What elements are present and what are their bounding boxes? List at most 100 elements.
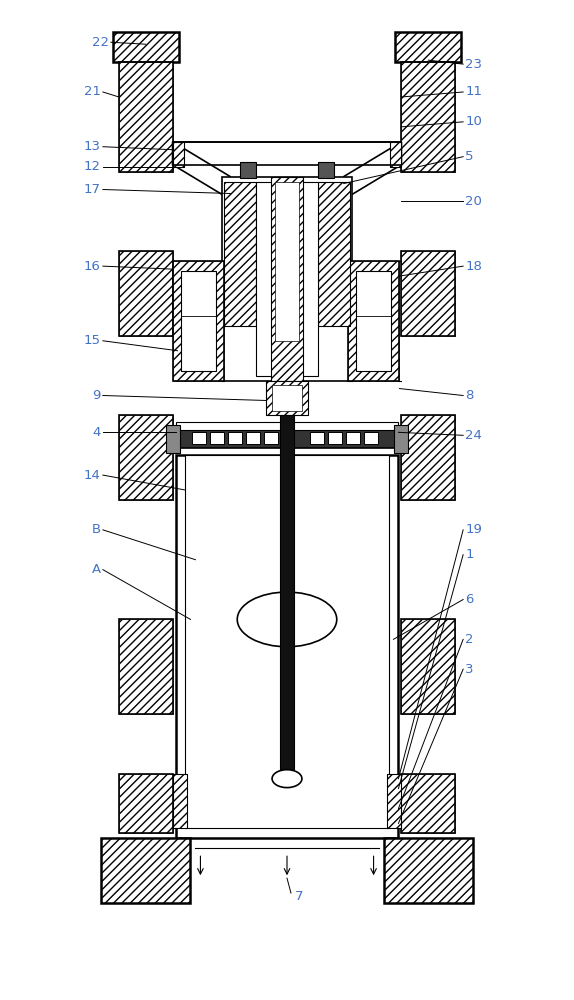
- Bar: [119, 619, 173, 714]
- Bar: [173, 774, 188, 828]
- Bar: [246, 432, 260, 444]
- Bar: [401, 774, 455, 833]
- Text: 18: 18: [465, 260, 482, 273]
- Bar: [310, 432, 324, 444]
- Bar: [101, 838, 191, 903]
- Bar: [390, 142, 401, 167]
- Text: 21: 21: [84, 85, 101, 98]
- Text: B: B: [92, 523, 101, 536]
- Text: 12: 12: [84, 160, 101, 173]
- Bar: [228, 432, 242, 444]
- Bar: [113, 32, 179, 62]
- Text: 2: 2: [465, 633, 474, 646]
- Ellipse shape: [237, 592, 337, 647]
- Bar: [176, 422, 398, 430]
- Text: 9: 9: [92, 389, 101, 402]
- Bar: [401, 251, 455, 336]
- Bar: [241, 162, 256, 178]
- Text: A: A: [92, 563, 101, 576]
- Text: 11: 11: [465, 85, 482, 98]
- Text: 23: 23: [465, 58, 482, 71]
- Bar: [401, 251, 455, 336]
- Bar: [271, 177, 303, 381]
- Bar: [176, 430, 398, 448]
- Text: 4: 4: [92, 426, 101, 439]
- Text: 7: 7: [295, 890, 304, 903]
- Bar: [266, 381, 308, 415]
- Bar: [401, 62, 455, 172]
- Polygon shape: [344, 142, 401, 199]
- Text: 3: 3: [465, 663, 474, 676]
- Bar: [386, 774, 401, 828]
- Bar: [401, 415, 455, 500]
- Bar: [173, 774, 188, 828]
- Bar: [348, 261, 400, 381]
- Bar: [383, 838, 473, 903]
- Text: 10: 10: [465, 115, 482, 128]
- Bar: [173, 142, 184, 167]
- Bar: [256, 182, 318, 376]
- Bar: [401, 619, 455, 714]
- Bar: [119, 415, 173, 500]
- Bar: [264, 432, 278, 444]
- Bar: [185, 455, 389, 828]
- Polygon shape: [173, 142, 230, 199]
- Text: 19: 19: [465, 523, 482, 536]
- Text: 8: 8: [465, 389, 474, 402]
- Bar: [173, 142, 184, 167]
- Bar: [275, 182, 299, 341]
- Bar: [173, 261, 224, 381]
- Bar: [280, 415, 294, 779]
- Bar: [165, 425, 180, 453]
- Bar: [390, 142, 401, 167]
- Bar: [224, 182, 256, 326]
- Bar: [180, 271, 216, 371]
- Bar: [119, 619, 173, 714]
- Bar: [356, 271, 391, 371]
- Bar: [395, 32, 461, 62]
- Text: 16: 16: [84, 260, 101, 273]
- Bar: [119, 62, 173, 172]
- Bar: [192, 432, 207, 444]
- Bar: [266, 381, 308, 415]
- Bar: [318, 182, 350, 326]
- Bar: [119, 774, 173, 833]
- Text: 22: 22: [92, 36, 109, 49]
- Bar: [173, 261, 224, 381]
- Text: 1: 1: [465, 548, 474, 561]
- Bar: [401, 415, 455, 500]
- Bar: [222, 177, 352, 381]
- Text: 17: 17: [84, 183, 101, 196]
- Bar: [386, 774, 401, 828]
- Bar: [119, 251, 173, 336]
- Text: 24: 24: [465, 429, 482, 442]
- Bar: [119, 251, 173, 336]
- Bar: [224, 182, 256, 326]
- Bar: [271, 177, 303, 381]
- Bar: [348, 261, 400, 381]
- Bar: [113, 32, 179, 62]
- Text: 5: 5: [465, 150, 474, 163]
- Text: 15: 15: [84, 334, 101, 347]
- Text: 14: 14: [84, 469, 101, 482]
- Bar: [318, 162, 333, 178]
- Bar: [272, 385, 302, 411]
- Bar: [101, 838, 191, 903]
- Text: 13: 13: [84, 140, 101, 153]
- Bar: [401, 619, 455, 714]
- Bar: [119, 62, 173, 172]
- Text: 20: 20: [465, 195, 482, 208]
- Bar: [328, 432, 342, 444]
- Bar: [394, 425, 409, 453]
- Bar: [395, 32, 461, 62]
- Bar: [363, 432, 378, 444]
- Bar: [119, 415, 173, 500]
- Bar: [176, 455, 398, 838]
- Text: 6: 6: [465, 593, 474, 606]
- Bar: [318, 182, 350, 326]
- Bar: [401, 774, 455, 833]
- Bar: [119, 774, 173, 833]
- Bar: [401, 62, 455, 172]
- Bar: [346, 432, 360, 444]
- Bar: [383, 838, 473, 903]
